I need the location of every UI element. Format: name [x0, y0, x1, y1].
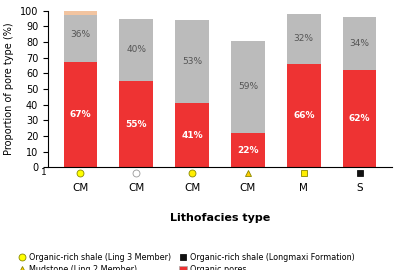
Bar: [287, 64, 320, 167]
Bar: [231, 40, 265, 133]
Text: 40%: 40%: [126, 45, 146, 55]
Text: 53%: 53%: [182, 57, 202, 66]
Text: 55%: 55%: [126, 120, 147, 129]
Bar: [120, 81, 153, 167]
Text: 41%: 41%: [181, 131, 203, 140]
Text: 66%: 66%: [293, 111, 314, 120]
Bar: [287, 14, 320, 64]
Bar: [175, 103, 209, 167]
Bar: [64, 62, 97, 167]
Text: 67%: 67%: [70, 110, 91, 119]
Bar: [343, 70, 376, 167]
Text: 1: 1: [41, 168, 47, 177]
Legend: Organic-rich shale (Ling 3 Member), Mudstone (Ling 2 Member), Shale (Ling 3 Memb: Organic-rich shale (Ling 3 Member), Muds…: [18, 253, 355, 270]
Bar: [231, 133, 265, 167]
Bar: [175, 20, 209, 103]
Bar: [343, 17, 376, 70]
Text: 32%: 32%: [294, 35, 314, 43]
Y-axis label: Proportion of pore type (%): Proportion of pore type (%): [4, 23, 14, 156]
Text: 62%: 62%: [349, 114, 370, 123]
Text: 59%: 59%: [238, 82, 258, 91]
Text: 36%: 36%: [70, 30, 90, 39]
Text: 22%: 22%: [237, 146, 259, 155]
X-axis label: Lithofacies type: Lithofacies type: [170, 213, 270, 223]
Bar: [64, 6, 97, 15]
Bar: [64, 6, 97, 62]
Bar: [120, 19, 153, 81]
Text: 34%: 34%: [350, 39, 370, 48]
